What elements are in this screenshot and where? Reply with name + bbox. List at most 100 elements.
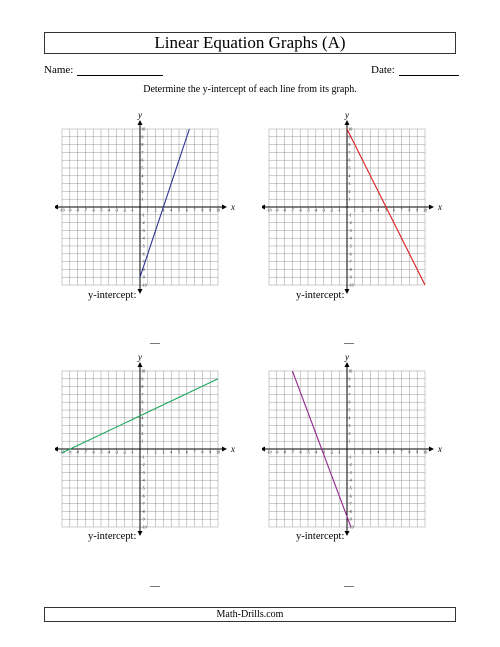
y-tick-label: 10: [349, 370, 353, 374]
x-tick-label: 3: [369, 209, 371, 213]
y-tick-label: -5: [349, 487, 352, 491]
x-tick-label: 1: [354, 451, 356, 455]
y-tick-label: 6: [349, 401, 351, 405]
y-tick-label: 6: [349, 159, 351, 163]
y-tick-label: -5: [142, 487, 145, 491]
y-intercept-label: y-intercept:: [296, 531, 345, 542]
graph-3: -10-10-9-9-8-8-7-7-6-6-5-5-4-4-3-3-2-2-1…: [55, 352, 235, 536]
y-tick-label: 7: [349, 151, 351, 155]
y-axis-label: y: [344, 110, 349, 120]
y-axis-label: y: [137, 110, 142, 120]
x-tick-label: 7: [194, 451, 196, 455]
x-tick-label: 7: [401, 451, 403, 455]
name-input-line[interactable]: [77, 64, 164, 76]
x-tick-label: -6: [299, 209, 302, 213]
x-tick-label: -9: [68, 209, 71, 213]
y-tick-label: -8: [349, 268, 352, 272]
axis-arrowhead: [344, 531, 350, 536]
x-tick-label: -7: [84, 209, 87, 213]
x-tick-label: -10: [59, 209, 64, 213]
y-tick-label: -2: [349, 221, 352, 225]
x-tick-label: -1: [131, 451, 134, 455]
x-tick-label: 6: [186, 451, 188, 455]
y-tick-label: -4: [142, 479, 145, 483]
y-axis-label: y: [344, 352, 349, 362]
x-tick-label: 6: [186, 209, 188, 213]
x-tick-label: -1: [338, 451, 341, 455]
y-tick-label: -9: [349, 276, 352, 280]
y-tick-label: -6: [142, 494, 145, 498]
axis-arrowhead: [55, 204, 58, 210]
y-tick-label: -9: [142, 518, 145, 522]
y-tick-label: 1: [349, 198, 351, 202]
graph-line: [346, 128, 426, 286]
x-tick-label: 4: [377, 451, 379, 455]
x-tick-label: -2: [330, 209, 333, 213]
y-tick-label: -1: [142, 455, 145, 459]
y-tick-label: -2: [142, 221, 145, 225]
name-label: Name:: [44, 64, 74, 76]
y-tick-label: 10: [142, 370, 146, 374]
x-tick-label: 5: [385, 451, 387, 455]
x-tick-label: 2: [362, 451, 364, 455]
y-tick-label: 4: [349, 416, 351, 420]
answer-blank[interactable]: __: [150, 334, 160, 345]
x-tick-label: 5: [178, 209, 180, 213]
worksheet-title: Linear Equation Graphs (A): [44, 32, 456, 54]
y-tick-label: -10: [142, 284, 147, 288]
y-tick-label: -8: [349, 510, 352, 514]
y-tick-label: 4: [142, 416, 144, 420]
x-tick-label: 1: [147, 209, 149, 213]
x-tick-label: -4: [107, 209, 110, 213]
y-tick-label: 2: [142, 190, 144, 194]
x-axis-label: x: [437, 202, 442, 212]
date-input-line[interactable]: [398, 64, 459, 76]
y-tick-label: -10: [349, 284, 354, 288]
x-tick-label: -2: [123, 451, 126, 455]
x-tick-label: 9: [416, 209, 418, 213]
x-tick-label: 1: [354, 209, 356, 213]
answer-blank[interactable]: __: [150, 577, 160, 588]
graph-4: -10 -10 -9 -9 -8 -8 -7 -7 -6 -6 -5 -5 -4 -4 -3 -3 -2 -2 -1…: [262, 352, 442, 536]
y-tick-label: 9: [142, 135, 144, 139]
x-axis-label: x: [230, 444, 235, 454]
x-tick-label: -6: [92, 209, 95, 213]
axis-arrowhead: [55, 446, 58, 452]
x-tick-label: 6: [393, 451, 395, 455]
y-tick-label: -7: [142, 502, 145, 506]
x-tick-label: 2: [362, 209, 364, 213]
x-tick-label: -5: [99, 451, 102, 455]
x-tick-label: -3: [115, 451, 118, 455]
x-tick-label: -10: [266, 451, 271, 455]
x-tick-label: 4: [377, 209, 379, 213]
x-tick-label: -2: [123, 209, 126, 213]
y-tick-label: -5: [349, 245, 352, 249]
x-tick-label: -2: [330, 451, 333, 455]
x-tick-label: 10: [423, 209, 427, 213]
answer-blank[interactable]: __: [344, 334, 354, 345]
y-tick-label: 9: [142, 377, 144, 381]
x-tick-label: 3: [162, 451, 164, 455]
x-tick-label: -1: [338, 209, 341, 213]
y-tick-label: 10: [349, 128, 353, 132]
axis-arrowhead: [344, 289, 350, 294]
y-tick-label: 7: [142, 393, 144, 397]
y-tick-label: 9: [349, 135, 351, 139]
y-tick-label: -7: [349, 260, 352, 264]
y-tick-label: 4: [142, 174, 144, 178]
x-tick-label: -1: [131, 209, 134, 213]
x-tick-label: 9: [209, 451, 211, 455]
y-tick-label: -8: [142, 268, 145, 272]
x-tick-label: 9: [416, 451, 418, 455]
y-tick-label: -2: [349, 463, 352, 467]
y-tick-label: -1: [349, 213, 352, 217]
y-tick-label: -3: [349, 471, 352, 475]
y-tick-label: 1: [349, 440, 351, 444]
y-tick-label: 5: [349, 409, 351, 413]
graph-1: -10 -10 -9 -9 -8 -8 -7 -7 -6 -6 -5 -5 -4 -4 -3 -3 -2 -2 -1…: [55, 110, 235, 294]
y-tick-label: 8: [142, 385, 144, 389]
y-tick-label: -3: [142, 471, 145, 475]
x-tick-label: -8: [76, 209, 79, 213]
answer-blank[interactable]: __: [344, 577, 354, 588]
y-tick-label: 2: [349, 432, 351, 436]
